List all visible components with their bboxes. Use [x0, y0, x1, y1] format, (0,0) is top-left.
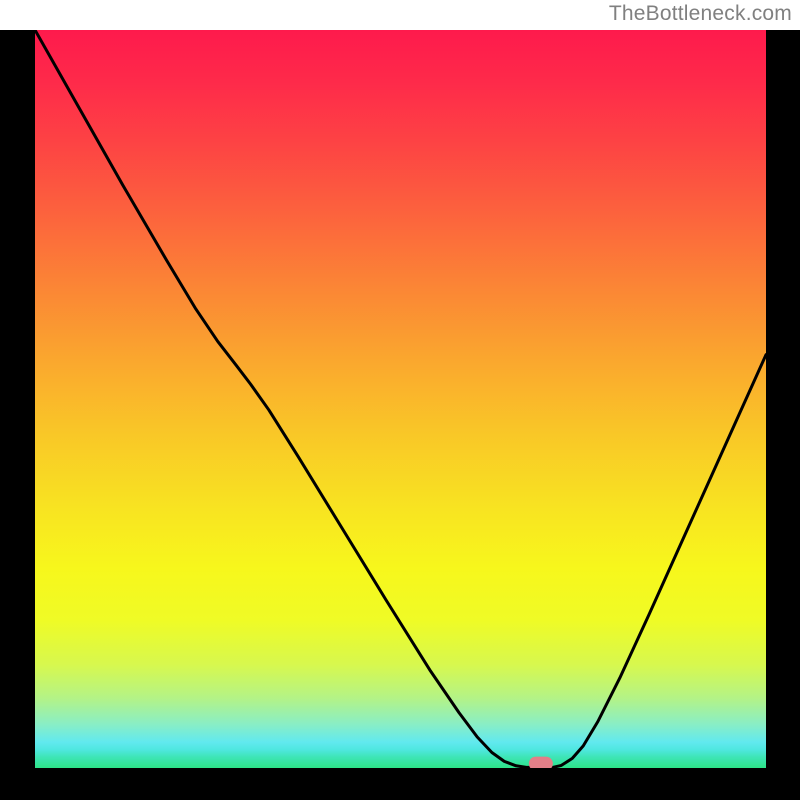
frame-left	[0, 30, 35, 800]
frame-bottom	[0, 768, 800, 800]
plot-background	[35, 30, 766, 768]
chart-stage: TheBottleneck.com	[0, 0, 800, 800]
bottleneck-chart	[0, 0, 800, 800]
frame-right	[766, 30, 800, 800]
